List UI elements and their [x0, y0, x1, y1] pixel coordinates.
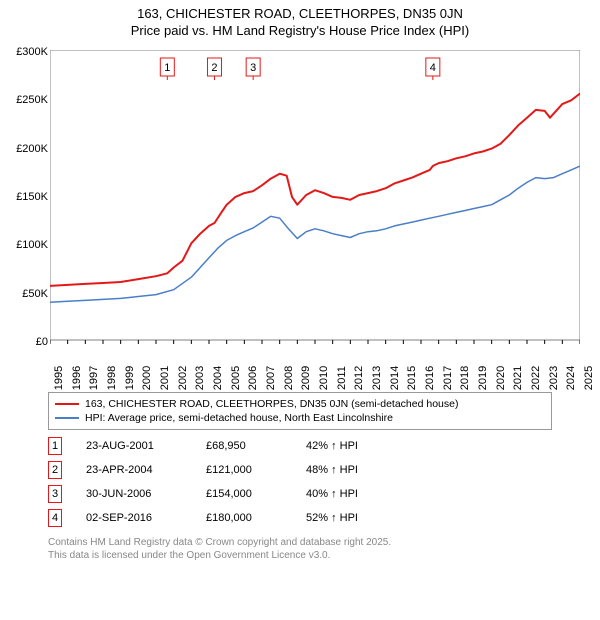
transaction-marker: 2 [48, 461, 62, 479]
legend-label: HPI: Average price, semi-detached house,… [85, 412, 393, 424]
y-tick-label: £300K [16, 46, 48, 58]
transaction-pct: 48% ↑ HPI [306, 464, 406, 476]
x-tick-label: 2014 [389, 366, 401, 390]
x-tick-label: 2023 [548, 366, 560, 390]
legend-label: 163, CHICHESTER ROAD, CLEETHORPES, DN35 … [85, 398, 458, 410]
y-tick-label: £200K [16, 143, 48, 155]
x-tick-label: 2007 [265, 366, 277, 390]
legend-box: 163, CHICHESTER ROAD, CLEETHORPES, DN35 … [48, 392, 552, 430]
transaction-date: 30-JUN-2006 [86, 488, 206, 500]
y-tick-label: £150K [16, 191, 48, 203]
y-axis-labels: £0£50K£100K£150K£200K£250K£300K [0, 52, 50, 342]
x-tick-label: 2000 [141, 366, 153, 390]
transaction-marker: 3 [48, 485, 62, 503]
legend-row: HPI: Average price, semi-detached house,… [55, 411, 545, 425]
x-tick-label: 2001 [159, 366, 171, 390]
x-tick-label: 2022 [530, 366, 542, 390]
x-tick-label: 2024 [565, 366, 577, 390]
svg-text:1: 1 [164, 62, 170, 74]
chart-container: 163, CHICHESTER ROAD, CLEETHORPES, DN35 … [0, 0, 600, 620]
x-tick-label: 2016 [424, 366, 436, 390]
x-tick-label: 1995 [53, 366, 65, 390]
x-tick-label: 2009 [300, 366, 312, 390]
transaction-date: 02-SEP-2016 [86, 512, 206, 524]
transaction-row: 3 30-JUN-2006£154,00040% ↑ HPI [48, 482, 552, 506]
x-tick-label: 2010 [318, 366, 330, 390]
legend-swatch [55, 403, 79, 405]
legend-swatch [55, 417, 79, 419]
x-tick-label: 1999 [124, 366, 136, 390]
svg-text:2: 2 [211, 62, 217, 74]
transaction-marker: 1 [48, 437, 62, 455]
legend-row: 163, CHICHESTER ROAD, CLEETHORPES, DN35 … [55, 397, 545, 411]
footer-line-1: Contains HM Land Registry data © Crown c… [48, 536, 552, 550]
x-tick-label: 2002 [177, 366, 189, 390]
x-tick-label: 2003 [194, 366, 206, 390]
x-tick-label: 1998 [106, 366, 118, 390]
y-tick-label: £50K [22, 288, 48, 300]
x-tick-label: 2018 [459, 366, 471, 390]
transaction-pct: 52% ↑ HPI [306, 512, 406, 524]
svg-text:4: 4 [430, 62, 436, 74]
title-block: 163, CHICHESTER ROAD, CLEETHORPES, DN35 … [0, 0, 600, 40]
transaction-date: 23-APR-2004 [86, 464, 206, 476]
chart-svg: 1 2 3 4 [50, 50, 580, 346]
plot-area: 1 2 3 4 [50, 50, 590, 346]
x-tick-label: 2006 [247, 366, 259, 390]
transaction-row: 1 23-AUG-2001£68,95042% ↑ HPI [48, 434, 552, 458]
transaction-pct: 42% ↑ HPI [306, 440, 406, 452]
x-tick-label: 2012 [353, 366, 365, 390]
x-tick-label: 2011 [336, 366, 348, 390]
x-tick-label: 2019 [477, 366, 489, 390]
x-tick-label: 2015 [406, 366, 418, 390]
y-tick-label: £250K [16, 94, 48, 106]
footer-line-2: This data is licensed under the Open Gov… [48, 549, 552, 563]
transactions-table: 1 23-AUG-2001£68,95042% ↑ HPI 2 23-APR-2004… [48, 434, 552, 530]
x-tick-label: 2004 [212, 366, 224, 390]
svg-text:3: 3 [250, 62, 256, 74]
transaction-marker: 4 [48, 509, 62, 527]
y-tick-label: £100K [16, 239, 48, 251]
transaction-date: 23-AUG-2001 [86, 440, 206, 452]
x-tick-label: 2025 [583, 366, 595, 390]
x-tick-label: 1996 [71, 366, 83, 390]
x-axis-labels: 1995199619971998199920002001200220032004… [50, 346, 590, 386]
x-tick-label: 2021 [512, 366, 524, 390]
transaction-row: 2 23-APR-2004£121,00048% ↑ HPI [48, 458, 552, 482]
transaction-row: 4 02-SEP-2016£180,00052% ↑ HPI [48, 506, 552, 530]
chart-title: 163, CHICHESTER ROAD, CLEETHORPES, DN35 … [0, 6, 600, 23]
x-tick-label: 2008 [283, 366, 295, 390]
chart-subtitle: Price paid vs. HM Land Registry's House … [0, 23, 600, 40]
transaction-price: £68,950 [206, 440, 306, 452]
transaction-pct: 40% ↑ HPI [306, 488, 406, 500]
x-tick-label: 2005 [230, 366, 242, 390]
footer-attribution: Contains HM Land Registry data © Crown c… [48, 536, 552, 563]
x-tick-label: 1997 [88, 366, 100, 390]
x-tick-label: 2020 [495, 366, 507, 390]
transaction-price: £180,000 [206, 512, 306, 524]
x-tick-label: 2013 [371, 366, 383, 390]
x-tick-label: 2017 [442, 366, 454, 390]
transaction-price: £121,000 [206, 464, 306, 476]
y-tick-label: £0 [36, 336, 48, 348]
transaction-price: £154,000 [206, 488, 306, 500]
